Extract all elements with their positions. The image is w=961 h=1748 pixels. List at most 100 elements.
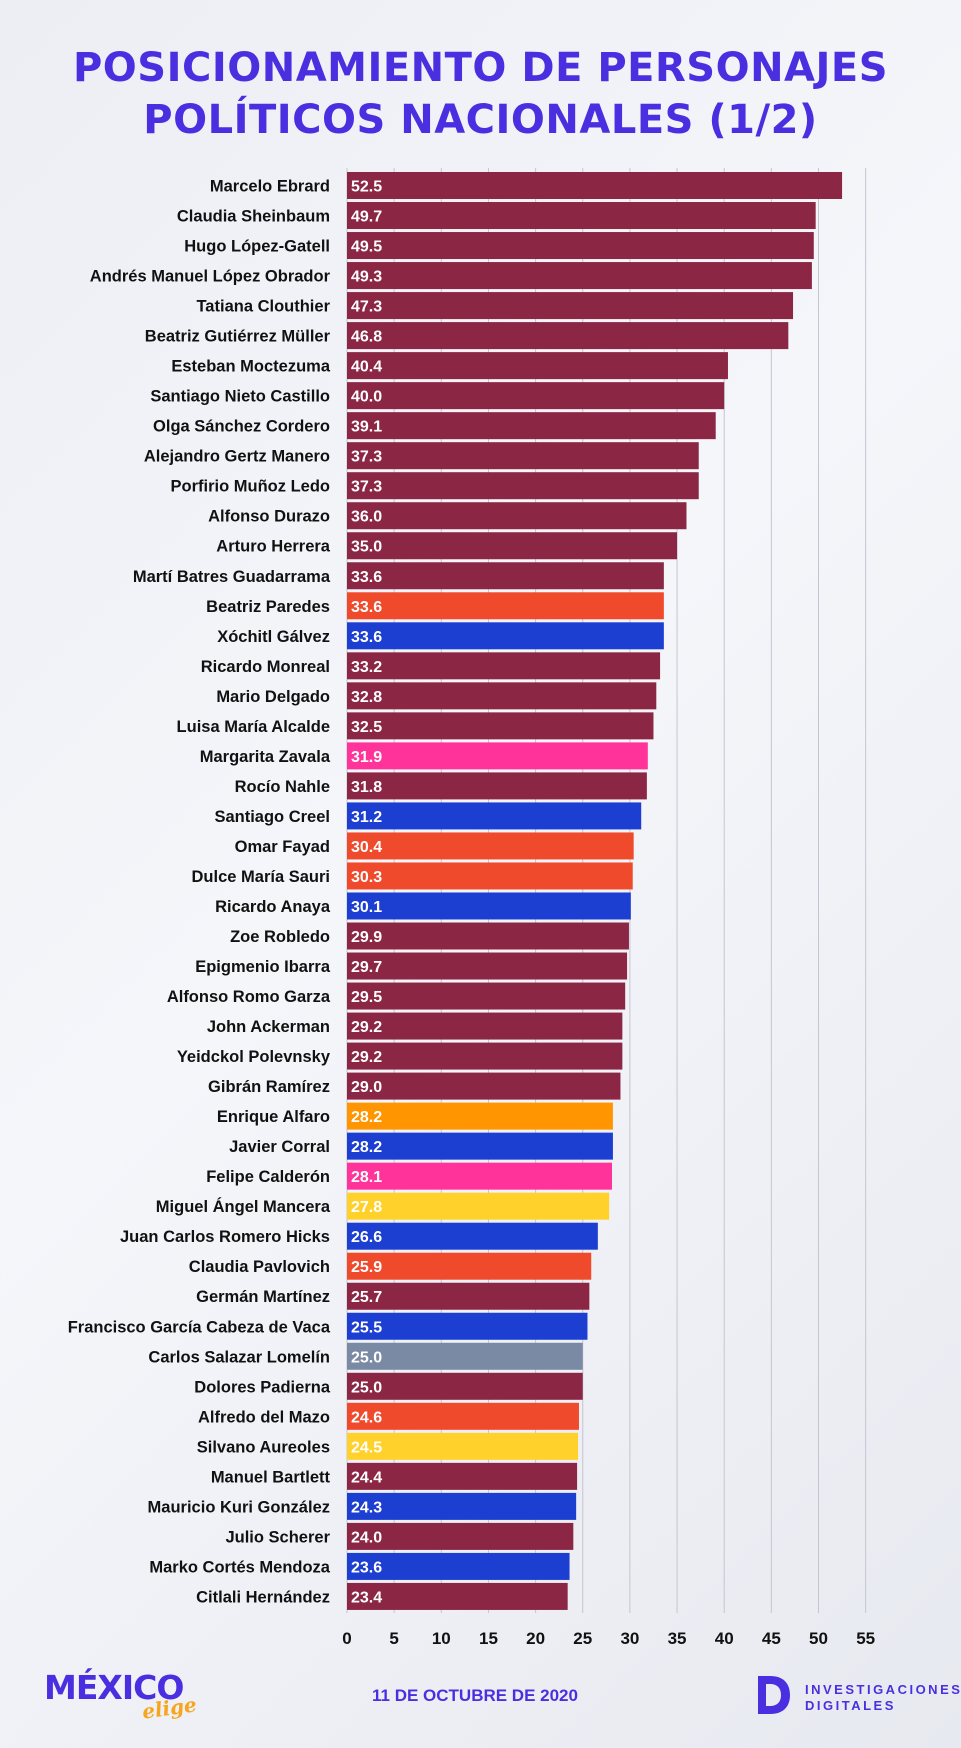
bar [347, 652, 661, 680]
category-label: Claudia Sheinbaum [177, 208, 330, 226]
bar [347, 922, 629, 950]
bar-value-label: 25.0 [351, 1349, 382, 1366]
category-label: Dulce María Sauri [192, 868, 330, 886]
bar [347, 502, 687, 530]
bar-value-label: 24.4 [351, 1469, 382, 1486]
bar-value-label: 47.3 [351, 299, 382, 316]
bar [347, 712, 654, 740]
bar [347, 1522, 574, 1550]
category-label: Esteban Moctezuma [171, 358, 330, 376]
x-tick-label: 45 [762, 1629, 781, 1648]
category-label: Omar Fayad [235, 838, 330, 856]
category-label: Yeidckol Polevnsky [177, 1048, 331, 1066]
category-label: Julio Scherer [225, 1528, 330, 1546]
category-label: Porfirio Muñoz Ledo [171, 478, 330, 496]
bar [347, 862, 633, 890]
bar [347, 382, 725, 410]
category-label: Citlali Hernández [196, 1588, 330, 1606]
bar-value-label: 30.1 [351, 899, 382, 916]
bar-value-label: 28.2 [351, 1139, 382, 1156]
category-label: Alfonso Durazo [208, 508, 330, 526]
footer-date: 11 DE OCTUBRE DE 2020 [372, 1686, 578, 1705]
bar [347, 832, 634, 860]
bar-value-label: 28.1 [351, 1169, 382, 1186]
bar [347, 1252, 592, 1280]
category-label: Margarita Zavala [200, 748, 331, 766]
bar-value-label: 25.7 [351, 1289, 382, 1306]
category-label: Luisa María Alcalde [177, 718, 330, 736]
category-label: Beatriz Paredes [206, 598, 330, 616]
x-tick-label: 35 [668, 1629, 687, 1648]
bar [347, 1432, 579, 1460]
category-label: Zoe Robledo [230, 928, 330, 946]
bar [347, 1342, 583, 1370]
category-label: Rocío Nahle [235, 778, 330, 796]
logo-line-2: DIGITALES [805, 1698, 896, 1713]
category-label: Juan Carlos Romero Hicks [120, 1228, 330, 1246]
category-label: Gibrán Ramírez [208, 1078, 330, 1096]
bar [347, 352, 728, 380]
bar [347, 262, 812, 290]
bar [347, 1132, 613, 1160]
x-tick-label: 55 [856, 1629, 875, 1648]
category-label: Arturo Herrera [216, 538, 331, 556]
bar [347, 442, 699, 470]
x-tick-label: 20 [526, 1629, 545, 1648]
bar [347, 802, 642, 830]
bar-value-label: 37.3 [351, 479, 382, 496]
category-label: Ricardo Monreal [201, 658, 330, 676]
category-label: Epigmenio Ibarra [195, 958, 331, 976]
bar-value-label: 32.5 [351, 719, 382, 736]
category-label: Alejandro Gertz Manero [144, 448, 330, 466]
category-label: Felipe Calderón [206, 1168, 330, 1186]
bar [347, 1222, 598, 1250]
bar [347, 1072, 621, 1100]
category-label: Enrique Alfaro [217, 1108, 330, 1126]
bar-value-label: 25.5 [351, 1319, 382, 1336]
bar-value-label: 25.0 [351, 1379, 382, 1396]
bar [347, 892, 631, 920]
title-line-1: POSICIONAMIENTO DE PERSONAJES [72, 45, 889, 91]
category-label: Alfonso Romo Garza [167, 988, 331, 1006]
category-label: Mauricio Kuri González [148, 1498, 330, 1516]
category-label: Claudia Pavlovich [189, 1258, 330, 1276]
category-label: Dolores Padierna [194, 1378, 331, 1396]
bar-value-label: 24.0 [351, 1529, 382, 1546]
category-label: Martí Batres Guadarrama [133, 568, 331, 586]
title-line-2: POLÍTICOS NACIONALES (1/2) [143, 97, 818, 143]
bar [347, 232, 814, 260]
bar-value-label: 40.0 [351, 389, 382, 406]
bar-value-label: 29.2 [351, 1019, 382, 1036]
bar-value-label: 30.3 [351, 869, 382, 886]
bar-value-label: 24.3 [351, 1499, 382, 1516]
bar [347, 982, 626, 1010]
bar [347, 1282, 590, 1310]
category-label: Andrés Manuel López Obrador [90, 268, 331, 286]
bar [347, 1162, 612, 1190]
category-label: Xóchitl Gálvez [217, 628, 330, 646]
bar-value-label: 33.6 [351, 629, 382, 646]
bar [347, 1012, 623, 1040]
bar-value-label: 26.6 [351, 1229, 382, 1246]
category-label: Silvano Aureoles [197, 1438, 330, 1456]
bar-value-label: 33.6 [351, 569, 382, 586]
bar-value-label: 29.0 [351, 1079, 382, 1096]
bar-value-label: 28.2 [351, 1109, 382, 1126]
bar [347, 562, 664, 590]
bar-value-label: 25.9 [351, 1259, 382, 1276]
category-label: Manuel Bartlett [211, 1468, 331, 1486]
bar [347, 742, 648, 770]
bar-value-label: 24.6 [351, 1409, 382, 1426]
bar [347, 772, 647, 800]
bar-value-label: 33.6 [351, 599, 382, 616]
bar-value-label: 29.2 [351, 1049, 382, 1066]
bar [347, 472, 699, 500]
bar-value-label: 27.8 [351, 1199, 382, 1216]
category-label: Carlos Salazar Lomelín [148, 1348, 330, 1366]
bar [347, 532, 678, 560]
bar-value-label: 39.1 [351, 419, 382, 436]
category-label: Javier Corral [229, 1138, 330, 1156]
bar [347, 592, 664, 620]
bar [347, 1582, 568, 1610]
bar-chart: 52.5 Marcelo Ebrard 49.7 Claudia Sheinbaum 4… [68, 168, 875, 1648]
